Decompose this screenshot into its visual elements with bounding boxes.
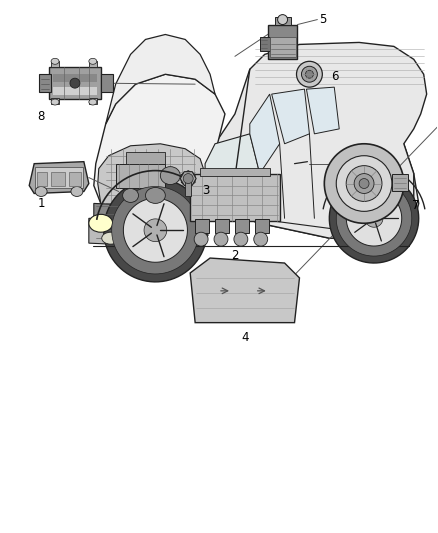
Text: 8: 8 bbox=[37, 110, 45, 123]
Polygon shape bbox=[181, 171, 195, 187]
Bar bbox=[35, 167, 83, 189]
Polygon shape bbox=[104, 179, 207, 282]
Bar bbox=[126, 152, 165, 164]
Bar bbox=[255, 219, 268, 233]
Ellipse shape bbox=[305, 70, 314, 78]
Ellipse shape bbox=[336, 156, 392, 212]
Bar bbox=[116, 164, 165, 189]
Ellipse shape bbox=[254, 232, 268, 246]
Bar bbox=[195, 219, 209, 233]
Text: 4: 4 bbox=[241, 330, 249, 344]
Ellipse shape bbox=[89, 99, 97, 105]
Polygon shape bbox=[205, 134, 260, 213]
Bar bbox=[190, 174, 279, 221]
Ellipse shape bbox=[346, 166, 382, 201]
Ellipse shape bbox=[51, 99, 59, 105]
Text: 6: 6 bbox=[331, 70, 339, 83]
Bar bbox=[101, 74, 113, 92]
Bar bbox=[69, 172, 81, 185]
Bar bbox=[89, 98, 97, 104]
Ellipse shape bbox=[359, 179, 369, 189]
Ellipse shape bbox=[51, 58, 59, 64]
Polygon shape bbox=[336, 181, 412, 256]
Bar bbox=[39, 74, 51, 92]
Polygon shape bbox=[94, 204, 200, 243]
Polygon shape bbox=[124, 198, 187, 262]
Bar bbox=[185, 179, 191, 197]
Bar bbox=[53, 87, 97, 95]
Ellipse shape bbox=[167, 235, 183, 245]
Ellipse shape bbox=[324, 144, 404, 223]
Ellipse shape bbox=[160, 167, 180, 184]
Polygon shape bbox=[98, 144, 205, 221]
Bar bbox=[235, 219, 249, 233]
Text: 1: 1 bbox=[37, 197, 45, 211]
Ellipse shape bbox=[234, 232, 248, 246]
Polygon shape bbox=[106, 35, 215, 124]
Bar bbox=[89, 61, 97, 67]
Polygon shape bbox=[29, 161, 89, 193]
Ellipse shape bbox=[89, 58, 97, 64]
Polygon shape bbox=[94, 74, 225, 221]
Bar bbox=[51, 61, 59, 67]
Ellipse shape bbox=[183, 174, 193, 183]
Bar bbox=[37, 172, 47, 185]
Bar bbox=[268, 25, 297, 59]
Ellipse shape bbox=[102, 232, 120, 244]
Ellipse shape bbox=[70, 78, 80, 88]
Polygon shape bbox=[250, 94, 279, 174]
Polygon shape bbox=[329, 174, 419, 263]
Ellipse shape bbox=[89, 214, 113, 232]
Ellipse shape bbox=[354, 174, 374, 193]
Polygon shape bbox=[205, 43, 427, 238]
Polygon shape bbox=[225, 174, 245, 191]
Bar bbox=[200, 168, 270, 175]
Bar bbox=[275, 17, 290, 25]
Text: 5: 5 bbox=[319, 13, 327, 26]
Text: 2: 2 bbox=[231, 249, 239, 262]
Ellipse shape bbox=[123, 189, 138, 203]
Bar bbox=[49, 67, 101, 99]
Ellipse shape bbox=[145, 188, 165, 204]
Polygon shape bbox=[89, 219, 208, 248]
Ellipse shape bbox=[214, 232, 228, 246]
Polygon shape bbox=[190, 258, 300, 322]
Ellipse shape bbox=[35, 187, 47, 197]
Polygon shape bbox=[144, 219, 167, 241]
Polygon shape bbox=[346, 191, 402, 246]
Ellipse shape bbox=[71, 187, 83, 197]
Bar bbox=[392, 174, 408, 191]
Ellipse shape bbox=[297, 61, 322, 87]
Ellipse shape bbox=[301, 66, 318, 82]
Polygon shape bbox=[307, 87, 339, 134]
Polygon shape bbox=[365, 209, 383, 227]
Text: 3: 3 bbox=[202, 184, 209, 197]
Bar bbox=[215, 219, 229, 233]
Polygon shape bbox=[112, 187, 199, 274]
Polygon shape bbox=[272, 89, 309, 144]
Ellipse shape bbox=[278, 14, 288, 25]
Bar bbox=[51, 98, 59, 104]
Polygon shape bbox=[205, 116, 419, 238]
Ellipse shape bbox=[180, 217, 200, 233]
Ellipse shape bbox=[194, 232, 208, 246]
Bar bbox=[260, 37, 270, 51]
Bar bbox=[53, 74, 97, 82]
Bar bbox=[270, 37, 296, 58]
Text: 7: 7 bbox=[412, 199, 419, 212]
Bar bbox=[51, 172, 65, 185]
